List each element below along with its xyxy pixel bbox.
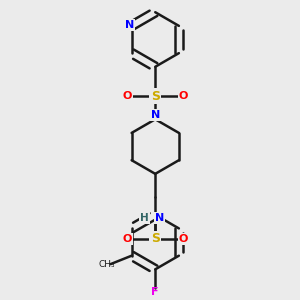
Text: N: N (151, 110, 160, 120)
Text: O: O (122, 234, 132, 244)
Text: S: S (151, 232, 160, 245)
Text: O: O (122, 91, 132, 101)
Text: O: O (179, 91, 188, 101)
Text: H: H (140, 213, 149, 223)
Text: N: N (155, 213, 164, 223)
Text: O: O (179, 234, 188, 244)
Text: S: S (151, 90, 160, 103)
Text: N: N (125, 20, 134, 30)
Text: F: F (152, 287, 159, 297)
Text: CH₃: CH₃ (98, 260, 115, 268)
